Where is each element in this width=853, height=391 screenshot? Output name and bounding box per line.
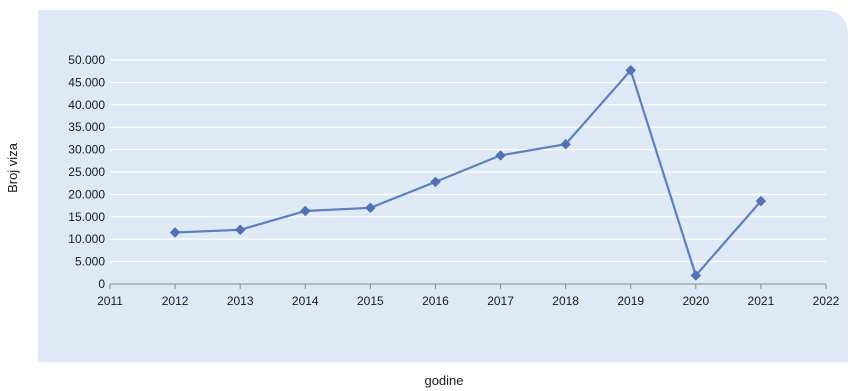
x-axis-title: godine [424,373,463,388]
data-point-marker [169,227,181,238]
data-point-marker [365,202,376,214]
x-tick-label: 2015 [357,294,384,308]
y-axis-title: Broj viza [5,142,20,193]
x-tick-label: 2014 [292,294,319,308]
x-tick-label: 2018 [552,294,579,308]
data-point-marker [560,138,571,150]
y-tick-label: 25.000 [68,165,105,179]
y-tick-label: 10.000 [68,232,105,246]
x-tick-label: 2021 [748,294,775,308]
y-tick-label: 45.000 [68,75,105,89]
data-point-marker [690,270,702,281]
x-tick-label: 2017 [487,294,514,308]
x-tick-label: 2012 [162,294,189,308]
y-tick-label: 5.000 [75,255,105,269]
y-tick-label: 20.000 [68,187,105,201]
y-tick-label: 15.000 [68,210,105,224]
data-point-marker [299,205,311,217]
y-axis: 0 5.000 10.000 15.000 20.000 25.000 30.000 35.0… [68,53,105,291]
x-tick-label: 2020 [682,294,709,308]
data-point-marker [495,150,506,161]
x-tick-label: 2022 [813,294,840,308]
data-point-marker [430,176,441,188]
y-tick-label: 30.000 [68,143,105,157]
gridlines [110,59,826,263]
y-tick-label: 0 [98,277,105,291]
y-tick-label: 35.000 [68,120,105,134]
x-tick-label: 2011 [97,294,123,308]
data-point-marker [755,195,767,207]
x-tick-label: 2013 [227,294,254,308]
x-axis: 2011 2012 2013 2014 2015 2016 2017 2018 2019 2020… [97,284,840,308]
series-line [175,69,762,277]
x-tick-label: 2016 [422,294,449,308]
data-point-marker [625,64,637,76]
y-tick-label: 50.000 [68,53,105,67]
series-group [169,64,767,281]
chart-panel-background [38,10,848,362]
data-point-marker [234,224,246,236]
x-tick-label: 2019 [617,294,644,308]
y-tick-label: 40.000 [68,98,105,112]
